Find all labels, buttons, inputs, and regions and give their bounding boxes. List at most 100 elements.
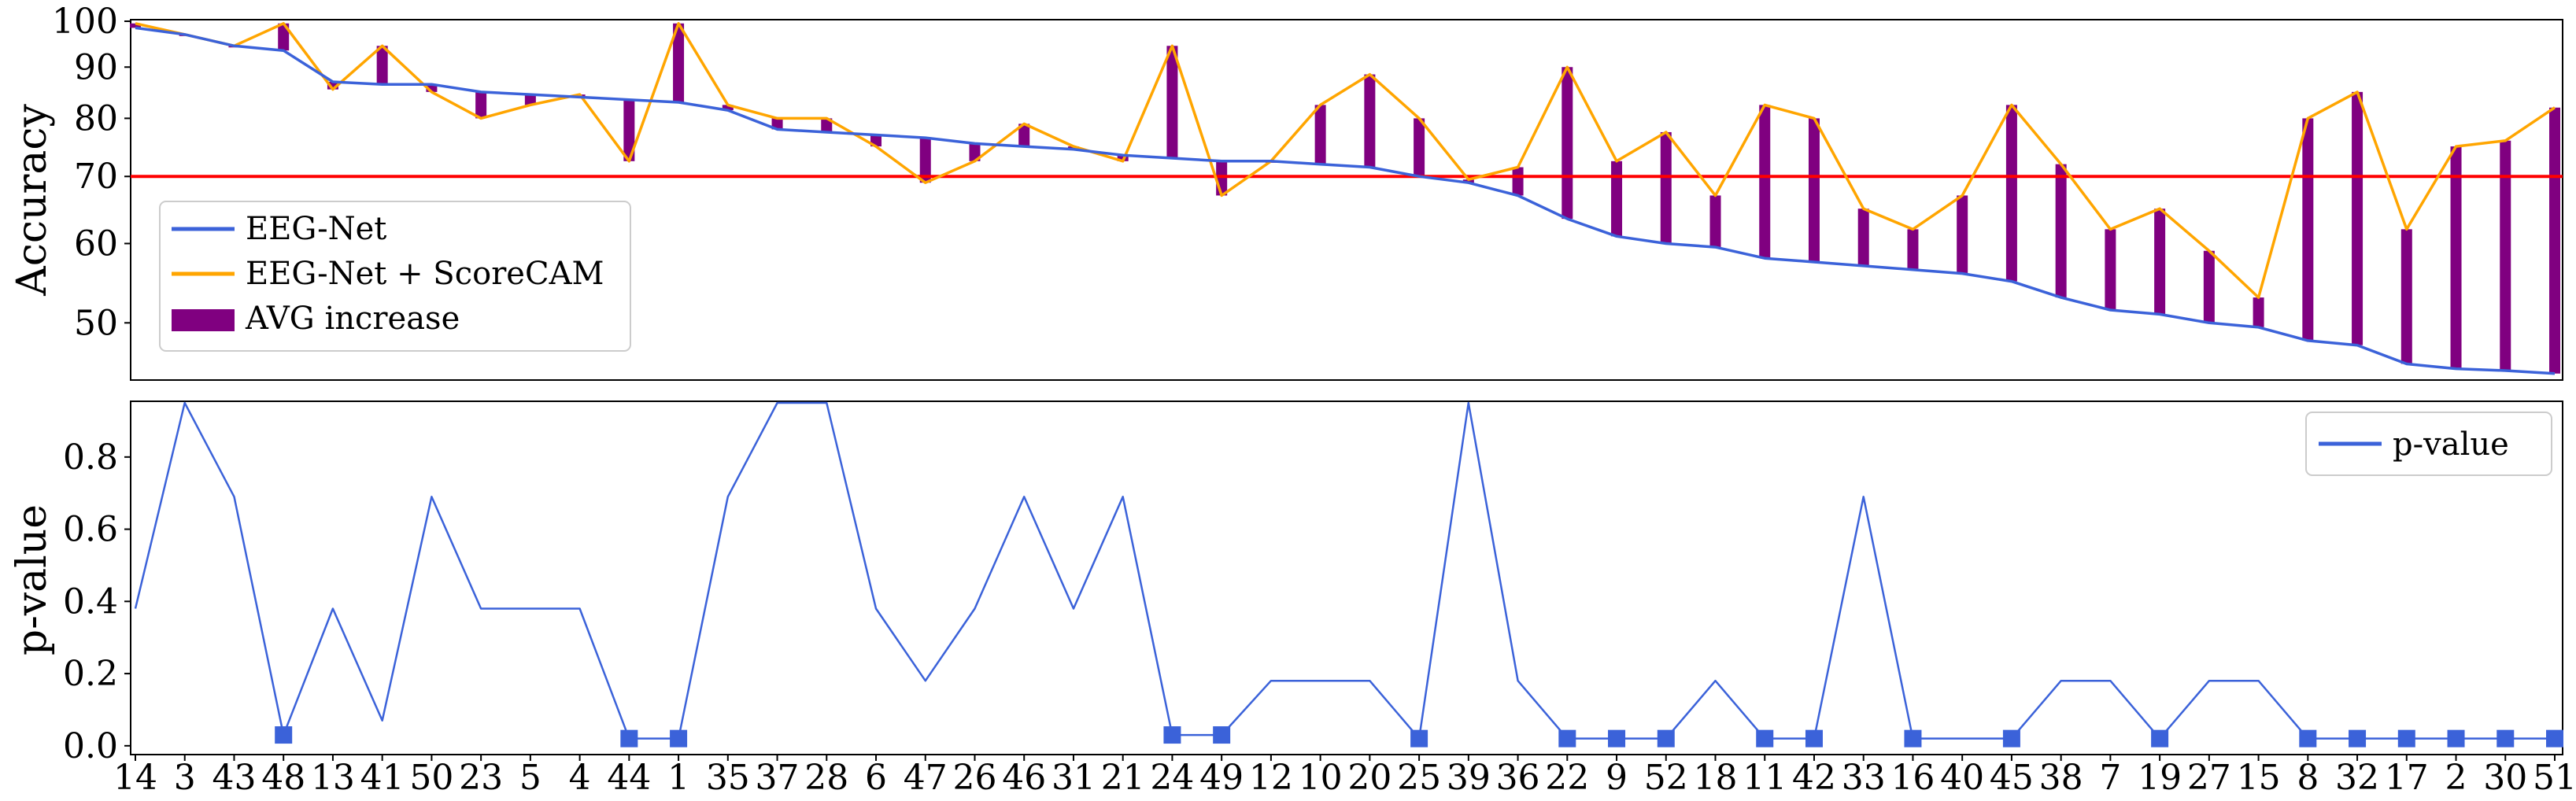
- avg-increase-bar: [2105, 229, 2116, 310]
- x-tick-label: 37: [756, 758, 800, 798]
- x-tick-label: 13: [311, 758, 355, 798]
- avg-increase-bar: [1857, 209, 1869, 266]
- x-tick-label: 30: [2483, 758, 2527, 798]
- significant-marker: [1608, 729, 1626, 747]
- significant-marker: [1213, 726, 1231, 744]
- x-tick-label: 43: [212, 758, 256, 798]
- x-tick-label: 26: [952, 758, 996, 798]
- significant-marker: [2349, 729, 2367, 747]
- accuracy-panel: Accuracy 50 60 70 80 90 100 EEG-Net EEG-Net +…: [9, 2, 2563, 381]
- x-tick-label: 27: [2187, 758, 2231, 798]
- avg-increase-bar: [130, 23, 141, 28]
- avg-increase-bar: [2500, 140, 2511, 371]
- x-tick-label: 41: [360, 758, 405, 798]
- significant-marker: [275, 726, 293, 744]
- avg-increase-bar: [327, 82, 338, 90]
- x-tick-label: 22: [1545, 758, 1589, 798]
- accuracy-plot-content: 50 60 70 80 90 100: [52, 2, 2563, 375]
- avg-increase-bar: [771, 118, 783, 130]
- x-tick-label: 33: [1842, 758, 1886, 798]
- x-tick-label: 14: [113, 758, 157, 798]
- significant-marker: [2002, 729, 2020, 747]
- x-tick-label: 8: [2297, 758, 2319, 798]
- avg-increase-bar: [278, 23, 290, 51]
- significant-marker: [2447, 729, 2465, 747]
- avg-increase-bar: [1462, 179, 1474, 183]
- x-tick-label: 31: [1051, 758, 1096, 798]
- avg-increase-bar: [673, 23, 685, 103]
- x-tick-label: 6: [865, 758, 887, 798]
- avg-increase-bar: [969, 143, 981, 161]
- pvalue-axis-title: p-value: [9, 504, 56, 655]
- x-tick-label: 35: [706, 758, 750, 798]
- significant-marker: [1410, 729, 1428, 747]
- avg-increase-bar: [623, 99, 635, 161]
- significant-marker: [620, 729, 638, 747]
- x-tick-label: 16: [1890, 758, 1935, 798]
- avg-increase-bar: [919, 138, 931, 183]
- avg-increase-bar: [1561, 67, 1573, 220]
- x-tick-label: 12: [1249, 758, 1293, 798]
- x-tick-label: 4: [569, 758, 591, 798]
- x-tick-label: 5: [519, 758, 541, 798]
- avg-increase-bar: [1067, 146, 1079, 149]
- pvalue-plot-content: 0.0 0.2 0.4 0.6 0.8: [63, 401, 2563, 766]
- avg-increase-bar: [1018, 124, 1030, 147]
- avg-increase-bar: [1709, 195, 1721, 248]
- avg-increase-bar: [2203, 250, 2215, 323]
- significant-marker: [2299, 729, 2317, 747]
- accuracy-ytick-label: 60: [74, 223, 118, 264]
- x-tick-label: 50: [409, 758, 453, 798]
- x-tick-label: 48: [261, 758, 305, 798]
- x-tick-label: 17: [2385, 758, 2429, 798]
- avg-increase-bar: [1216, 161, 1228, 196]
- x-tick-label: 21: [1101, 758, 1145, 798]
- significant-marker: [1657, 729, 1675, 747]
- avg-increase-bar: [722, 105, 734, 111]
- x-tick-label: 1: [667, 758, 689, 798]
- x-axis-ticks: 14 3 43 48 13 41 50 23 5 4 44 1 35 37 28 6 47 26 46 31 21 24 4…: [113, 755, 2576, 798]
- eeg-net-line: [135, 26, 2556, 375]
- avg-increase-bar: [821, 118, 833, 132]
- scorecam-line: [135, 22, 2556, 299]
- pvalue-panel: p-value 0.0 0.2 0.4 0.6 0.8 p-value: [9, 400, 2563, 766]
- accuracy-ytick-label: 70: [74, 157, 118, 197]
- x-tick-label: 40: [1940, 758, 1984, 798]
- accuracy-axis-title: Accuracy: [9, 104, 56, 297]
- avg-increase-bar: [1808, 118, 1820, 263]
- pvalue-plot-frame: [130, 400, 2563, 755]
- avg-increase-bar: [1957, 195, 1968, 274]
- pvalue-ytick-label: 0.2: [63, 654, 118, 694]
- x-tick-label: 2: [2445, 758, 2467, 798]
- x-tick-label: 49: [1199, 758, 1244, 798]
- avg-increase-bar: [524, 94, 536, 105]
- pvalue-ytick-label: 0.8: [63, 437, 118, 478]
- significant-marker: [1558, 729, 1576, 747]
- avg-increase-bar: [2450, 146, 2462, 369]
- pvalue-legend-box: [2305, 412, 2552, 476]
- significant-marker: [1756, 729, 1774, 747]
- avg-increase-bar: [475, 91, 487, 119]
- avg-increase-bar: [376, 46, 388, 85]
- legend-swatch-avg-increase: [172, 309, 235, 331]
- accuracy-ytick-label: 50: [74, 303, 118, 343]
- accuracy-legend: EEG-Net EEG-Net + ScoreCAM AVG increase: [159, 201, 631, 352]
- x-tick-label: 3: [174, 758, 196, 798]
- avg-increase-bar: [1364, 74, 1376, 168]
- significant-marker: [2497, 729, 2515, 747]
- accuracy-ytick-label: 100: [52, 2, 118, 42]
- avg-increase-bar: [2302, 118, 2314, 341]
- pvalue-ytick-label: 0.0: [63, 726, 118, 766]
- x-tick-label: 25: [1397, 758, 1441, 798]
- legend-label-pvalue: p-value: [2393, 426, 2509, 463]
- x-tick-label: 11: [1743, 758, 1787, 798]
- avg-increase-bar: [2055, 164, 2067, 298]
- legend-label-eeg-net: EEG-Net: [246, 211, 386, 247]
- significant-marker: [1805, 729, 1823, 747]
- x-tick-label: 46: [1002, 758, 1046, 798]
- avg-increase-bar: [2352, 91, 2363, 345]
- x-tick-label: 45: [1990, 758, 2034, 798]
- x-tick-label: 20: [1347, 758, 1391, 798]
- x-tick-label: 7: [2099, 758, 2121, 798]
